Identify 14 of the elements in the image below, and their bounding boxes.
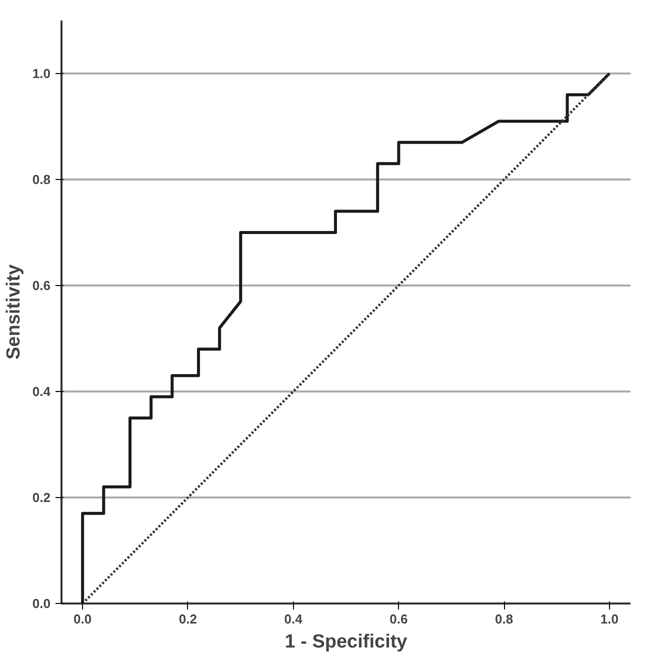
x-tick-label: 0.0 bbox=[74, 612, 92, 626]
y-tick-label: 0.8 bbox=[32, 172, 51, 187]
x-tick-label: 0.2 bbox=[178, 612, 197, 626]
y-tick-label: 0.0 bbox=[32, 596, 51, 611]
y-tick-label: 0.2 bbox=[32, 490, 51, 505]
y-tick-label: 0.6 bbox=[32, 278, 51, 293]
x-tick-label: 0.6 bbox=[390, 612, 408, 626]
x-tick-label: 1.0 bbox=[600, 612, 618, 626]
y-axis-title: Sensitivity bbox=[3, 264, 24, 360]
x-tick-label: 0.4 bbox=[284, 612, 304, 626]
x-tick-label: 0.8 bbox=[495, 612, 514, 626]
y-tick-label: 1.0 bbox=[32, 66, 51, 81]
y-tick-label: 0.4 bbox=[32, 384, 52, 399]
x-axis-title: 1 - Specificity bbox=[284, 632, 408, 652]
